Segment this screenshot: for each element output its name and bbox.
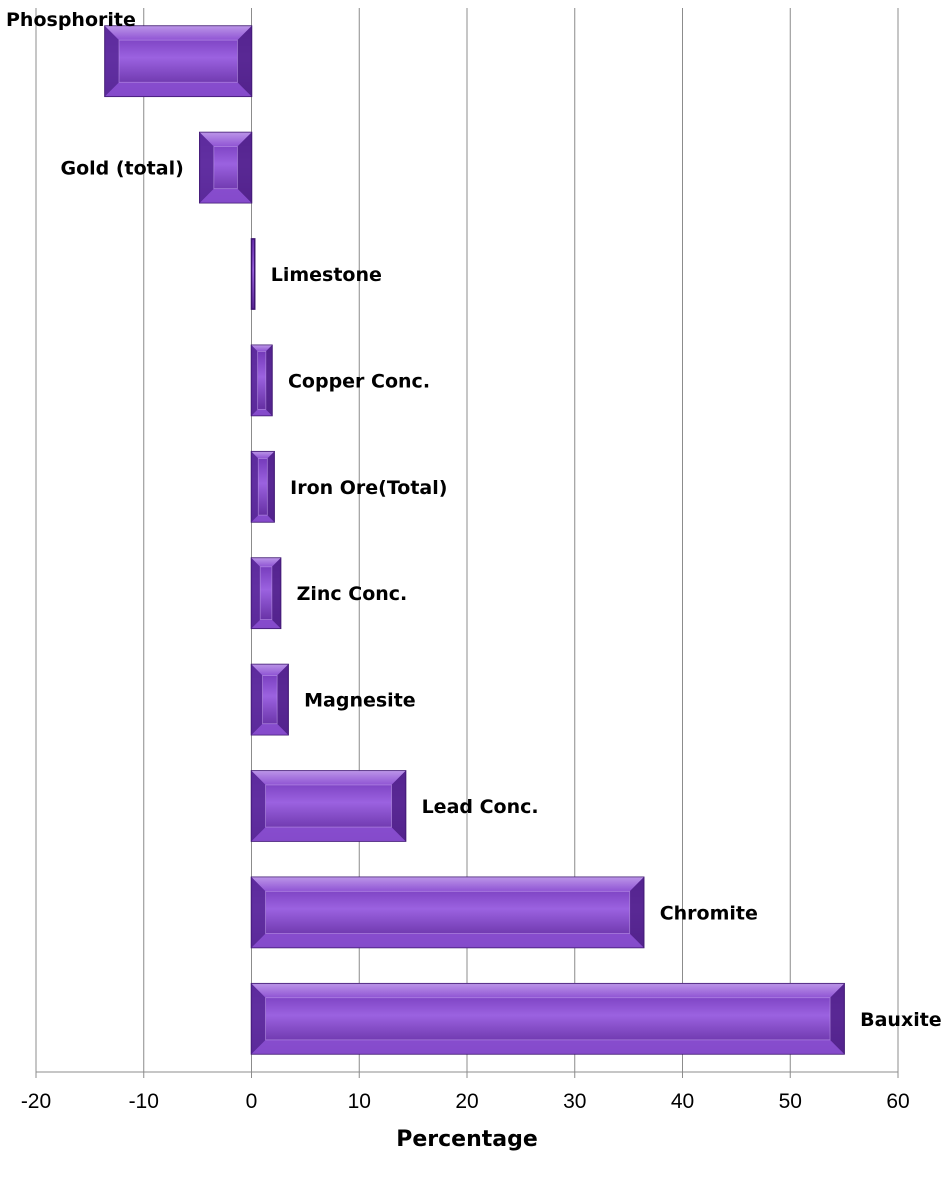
x-tick-label: 60: [886, 1090, 909, 1113]
bar: [250, 238, 256, 310]
category-label: Iron Ore(Total): [290, 477, 447, 499]
x-axis: -20 -10 0 10 20 30 40 50 60: [21, 1071, 910, 1113]
bar: [250, 557, 282, 630]
bar: [250, 876, 645, 949]
x-tick-label: -10: [129, 1090, 159, 1113]
category-label: Magnesite: [304, 690, 416, 712]
bars: [104, 25, 845, 1055]
bar: [250, 344, 273, 417]
category-label: Limestone: [271, 264, 382, 286]
bar: [104, 25, 253, 98]
x-tick-label: 50: [779, 1090, 802, 1113]
category-labels: Phosphorite Gold (total) Limestone Copper C…: [6, 9, 942, 1031]
category-label: Zinc Conc.: [297, 583, 408, 605]
x-axis-title: Percentage: [396, 1127, 538, 1152]
category-label: Copper Conc.: [288, 370, 430, 392]
x-tick-label: 0: [246, 1090, 258, 1113]
bar: [250, 663, 289, 736]
category-label: Gold (total): [60, 158, 183, 180]
bar: [250, 770, 407, 842]
category-label: Bauxite: [860, 1009, 942, 1031]
category-label: Phosphorite: [6, 9, 136, 31]
bar: [250, 450, 275, 523]
x-tick-label: 20: [455, 1090, 478, 1113]
bar: [250, 982, 845, 1055]
x-tick-label: -20: [21, 1090, 51, 1113]
category-label: Chromite: [660, 902, 758, 924]
x-tick-label: 30: [563, 1090, 586, 1113]
x-tick-label: 40: [671, 1090, 694, 1113]
category-label: Lead Conc.: [422, 796, 539, 818]
x-tick-label: 10: [348, 1090, 371, 1113]
bar: [199, 131, 253, 204]
